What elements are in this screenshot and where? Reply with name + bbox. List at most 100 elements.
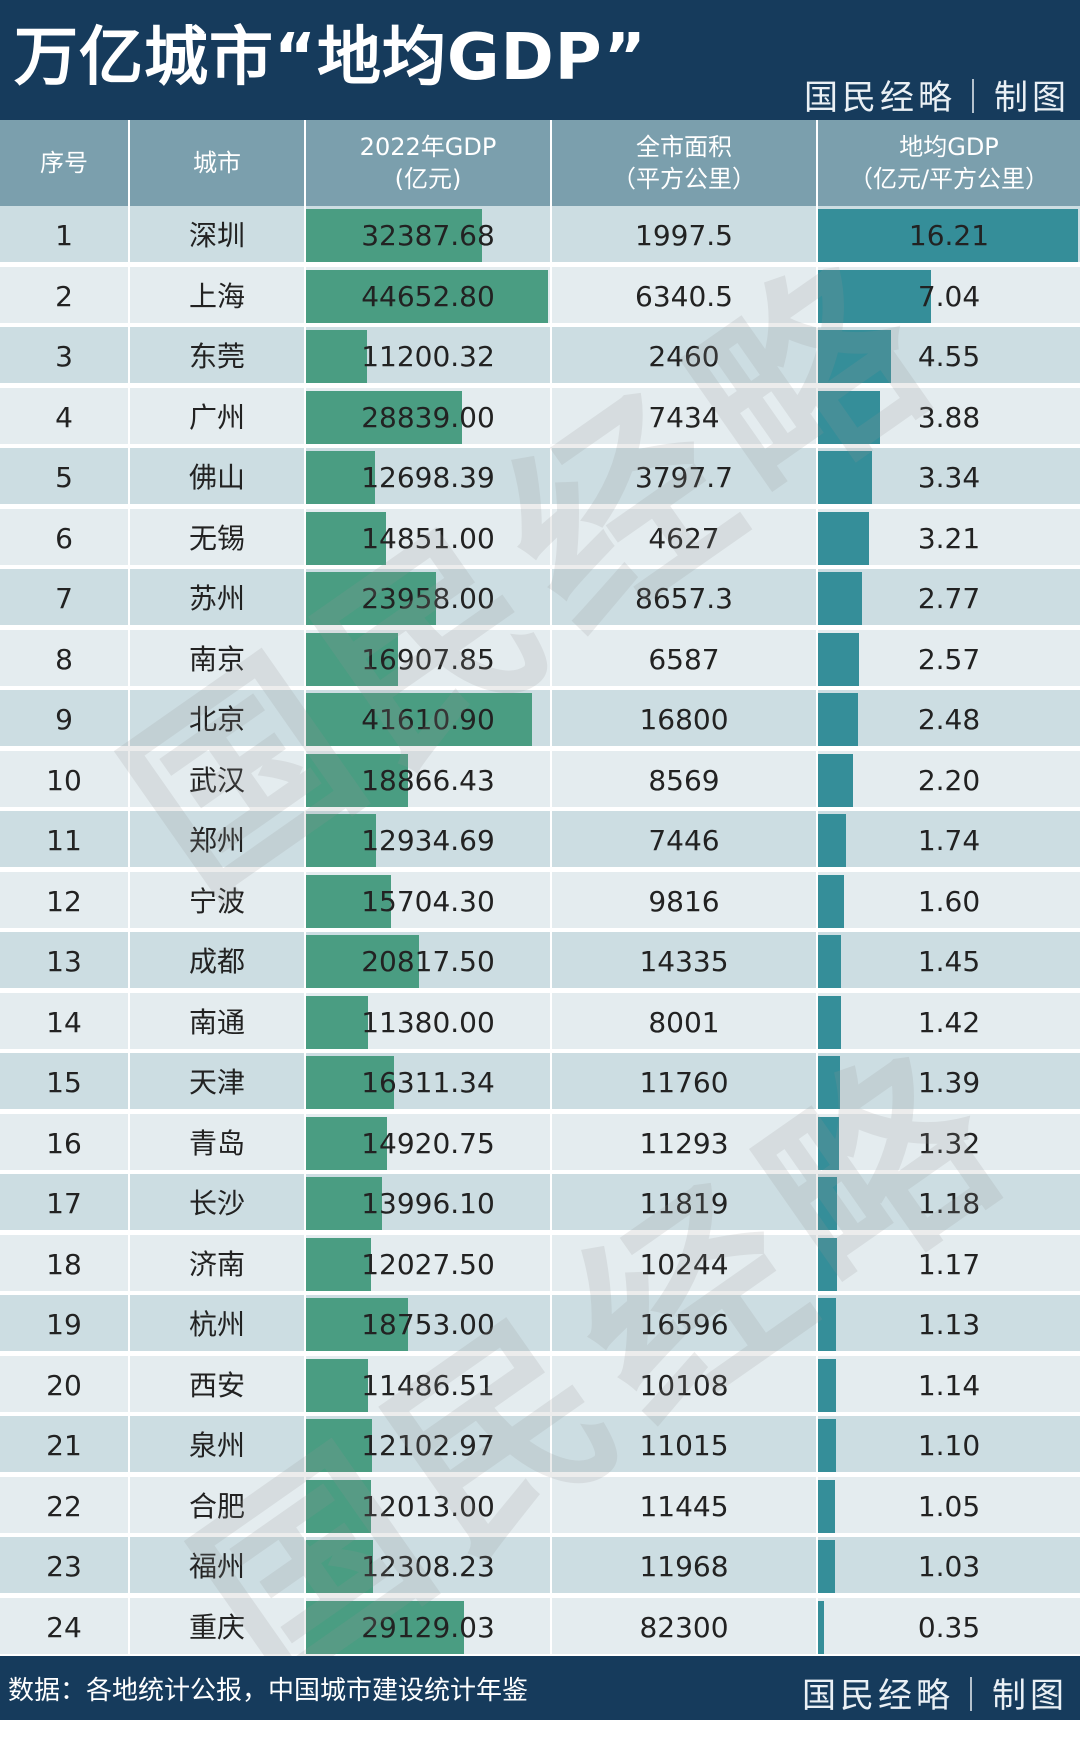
- column-divider: [304, 120, 306, 1656]
- density-cell: 1.74: [917, 824, 981, 857]
- gdp-cell: 12308.23: [361, 1550, 495, 1583]
- density-cell: 0.35: [917, 1610, 981, 1644]
- density-bar: [818, 935, 842, 989]
- col-header-density: 地均GDP （亿元/平方公里）: [818, 120, 1080, 206]
- col-header-area-label: 全市面积: [636, 133, 732, 161]
- rank-cell: 18: [46, 1247, 82, 1281]
- density-bar: [818, 874, 844, 929]
- gdp-bar: [306, 1479, 372, 1534]
- table-row: 14 南通 11380.00 8001 1.42: [0, 992, 1080, 1051]
- city-cell: 福州: [188, 1550, 245, 1583]
- density-cell: 16.21: [908, 219, 990, 252]
- density-cell: 1.18: [917, 1187, 981, 1220]
- density-cell: 1.10: [917, 1429, 981, 1462]
- density-cell: 2.48: [917, 703, 981, 736]
- gdp-cell: 32387.68: [361, 219, 495, 252]
- gdp-cell: 12934.69: [361, 824, 495, 857]
- density-bar: [818, 1237, 837, 1292]
- density-cell: 3.88: [917, 400, 981, 434]
- city-cell: 东莞: [188, 340, 245, 373]
- density-bar: [818, 632, 860, 687]
- gdp-bar: [306, 632, 398, 687]
- density-bar: [818, 1298, 837, 1352]
- city-cell: 北京: [188, 703, 245, 736]
- density-bar: [818, 1177, 837, 1231]
- gdp-bar: [306, 269, 548, 324]
- density-cell: 1.39: [917, 1066, 981, 1099]
- table-row: 24 重庆 29129.03 82300 0.35: [0, 1597, 1080, 1656]
- gdp-bar: [306, 1298, 408, 1352]
- city-cell: 济南: [188, 1247, 245, 1281]
- density-cell: 3.34: [917, 461, 981, 494]
- area-cell: 1997.5: [635, 219, 733, 252]
- rank-cell: 16: [46, 1126, 82, 1160]
- density-bar: [818, 1419, 836, 1473]
- rank-cell: 5: [55, 461, 73, 494]
- col-header-gdp: 2022年GDP (亿元): [306, 120, 550, 206]
- city-cell: 南京: [188, 642, 245, 676]
- rank-cell: 8: [55, 642, 73, 676]
- density-bar: [818, 1479, 835, 1534]
- rank-cell: 12: [46, 884, 82, 918]
- rank-cell: 4: [55, 400, 73, 434]
- area-cell: 6340.5: [635, 279, 733, 313]
- gdp-cell: 16311.34: [361, 1066, 495, 1099]
- table-row: 18 济南 12027.50 10244 1.17: [0, 1234, 1080, 1293]
- gdp-cell: 14851.00: [361, 521, 495, 555]
- density-cell: 7.04: [917, 279, 981, 313]
- gdp-bar: [306, 330, 367, 384]
- density-bar: [818, 330, 891, 384]
- area-cell: 8657.3: [635, 582, 733, 615]
- gdp-cell: 28839.00: [361, 400, 495, 434]
- area-cell: 7434: [648, 400, 720, 434]
- density-bar: [818, 693, 858, 747]
- area-cell: 3797.7: [635, 461, 733, 494]
- table-row: 17 长沙 13996.10 11819 1.18: [0, 1174, 1080, 1232]
- gdp-bar: [306, 511, 387, 566]
- gdp-bar: [306, 1237, 372, 1292]
- city-cell: 长沙: [188, 1187, 245, 1220]
- table-row: 10 武汉 18866.43 8569 2.20: [0, 750, 1080, 809]
- area-cell: 11445: [639, 1489, 729, 1523]
- gdp-cell: 11380.00: [361, 1005, 495, 1039]
- gdp-cell: 18866.43: [361, 763, 495, 797]
- gdp-cell: 15704.30: [361, 884, 495, 918]
- table-row: 2 上海 44652.80 6340.5 7.04: [0, 266, 1080, 325]
- area-cell: 8001: [648, 1005, 720, 1039]
- area-cell: 7446: [648, 824, 720, 857]
- rank-cell: 11: [46, 824, 82, 857]
- gdp-cell: 29129.03: [361, 1610, 495, 1644]
- gdp-bar: [306, 753, 409, 808]
- city-cell: 西安: [188, 1368, 245, 1402]
- area-cell: 11819: [639, 1187, 729, 1220]
- col-header-density-unit: （亿元/平方公里）: [848, 165, 1050, 193]
- city-cell: 武汉: [188, 763, 245, 797]
- col-header-density-label: 地均GDP: [899, 133, 999, 161]
- city-cell: 成都: [188, 945, 245, 978]
- brand-logo-bottom: 国民经略｜制图: [802, 1676, 1068, 1716]
- table-row: 13 成都 20817.50 14335 1.45: [0, 932, 1080, 990]
- city-cell: 郑州: [188, 824, 245, 857]
- col-header-city: 城市: [130, 120, 304, 206]
- gdp-cell: 18753.00: [361, 1308, 495, 1341]
- density-bar: [818, 269, 931, 324]
- gdp-bar: [306, 1358, 369, 1413]
- col-header-rank: 序号: [0, 120, 128, 206]
- table-row: 8 南京 16907.85 6587 2.57: [0, 629, 1080, 688]
- gdp-bar: [306, 1600, 464, 1655]
- density-bar: [818, 572, 863, 626]
- data-source-note: 数据：各地统计公报，中国城市建设统计年鉴: [8, 1676, 529, 1706]
- city-cell: 宁波: [188, 884, 245, 918]
- area-cell: 82300: [639, 1610, 729, 1644]
- city-cell: 合肥: [188, 1489, 245, 1523]
- gdp-cell: 14920.75: [361, 1126, 495, 1160]
- gdp-cell: 12102.97: [361, 1429, 495, 1462]
- table-header: 序号 城市 2022年GDP (亿元) 全市面积 （平方公里） 地均GDP （亿…: [0, 120, 1080, 206]
- rank-cell: 17: [46, 1187, 82, 1220]
- gdp-bar: [306, 451, 375, 505]
- gdp-bar: [306, 390, 463, 445]
- rank-cell: 7: [55, 582, 73, 615]
- table-row: 4 广州 28839.00 7434 3.88: [0, 387, 1080, 446]
- city-cell: 广州: [188, 400, 245, 434]
- table-row: 22 合肥 12013.00 11445 1.05: [0, 1476, 1080, 1535]
